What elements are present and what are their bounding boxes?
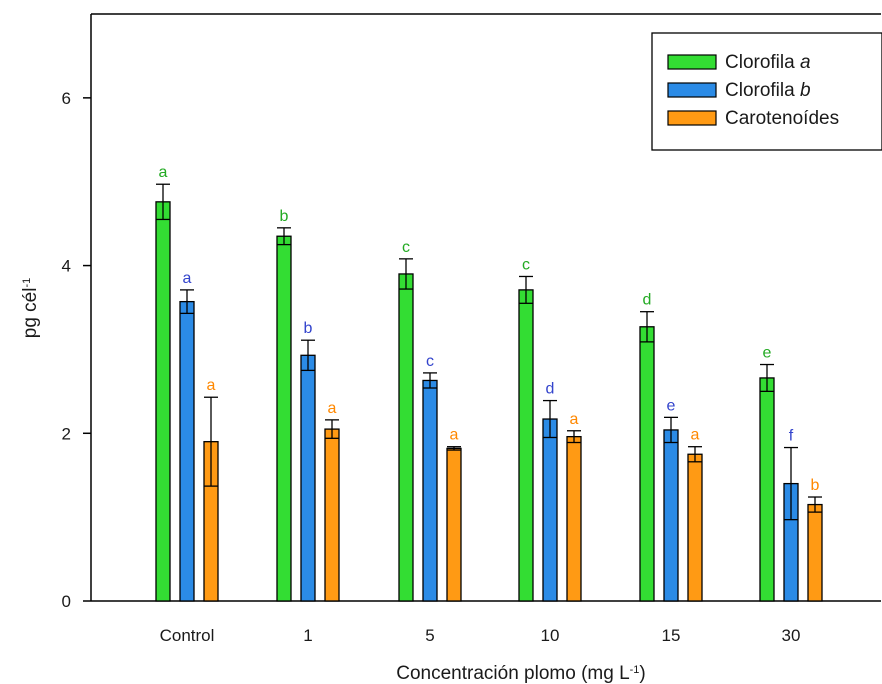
significance-letter: a <box>570 411 579 428</box>
significance-letter: f <box>789 428 794 445</box>
bar <box>300 354 316 602</box>
x-tick-label: 10 <box>541 626 560 645</box>
bar <box>687 453 703 602</box>
legend-swatch <box>667 110 717 126</box>
bar <box>155 201 171 602</box>
y-tick-label: 0 <box>62 592 71 611</box>
y-tick-label: 4 <box>62 257 71 276</box>
legend-label: Clorofila b <box>725 80 811 101</box>
significance-letter: a <box>328 400 337 417</box>
significance-letter: c <box>402 239 410 256</box>
y-tick-label: 2 <box>62 424 71 443</box>
significance-letter: a <box>183 270 192 287</box>
significance-letter: a <box>159 164 168 181</box>
legend-swatch <box>667 54 717 70</box>
significance-letter: e <box>667 397 676 414</box>
bar <box>542 418 558 602</box>
x-tick-label: 30 <box>782 626 801 645</box>
significance-letter: c <box>522 256 530 273</box>
x-axis-label: Concentración plomo (mg L-1) <box>396 663 646 684</box>
x-tick-label: 15 <box>662 626 681 645</box>
y-tick-label: 6 <box>62 89 71 108</box>
bar <box>566 435 582 602</box>
y-axis-label: pg cél-1 <box>20 278 41 338</box>
x-tick-label: 5 <box>425 626 434 645</box>
x-tick-label: 1 <box>303 626 312 645</box>
significance-letter: d <box>546 381 555 398</box>
significance-letter: b <box>304 320 313 337</box>
significance-letter: c <box>426 353 434 370</box>
bar <box>422 379 438 602</box>
significance-letter: a <box>207 377 216 394</box>
significance-letter: b <box>280 208 289 225</box>
significance-letter: a <box>691 427 700 444</box>
bar <box>324 428 340 602</box>
bar <box>446 447 462 602</box>
bar <box>179 300 195 602</box>
bar <box>759 377 775 602</box>
legend-label: Clorofila a <box>725 52 811 73</box>
legend: Clorofila a Clorofila b Carotenoídes <box>651 32 882 151</box>
bar <box>398 273 414 602</box>
x-tick-label: Control <box>160 626 215 645</box>
bar <box>663 429 679 602</box>
bar <box>807 503 823 602</box>
bar <box>276 235 292 602</box>
significance-letter: d <box>643 292 652 309</box>
bar <box>639 326 655 602</box>
significance-letter: b <box>811 477 820 494</box>
legend-swatch <box>667 82 717 98</box>
significance-letter: a <box>450 427 459 444</box>
significance-letter: e <box>763 345 772 362</box>
legend-label: Carotenoídes <box>725 108 839 129</box>
bar <box>518 289 534 602</box>
